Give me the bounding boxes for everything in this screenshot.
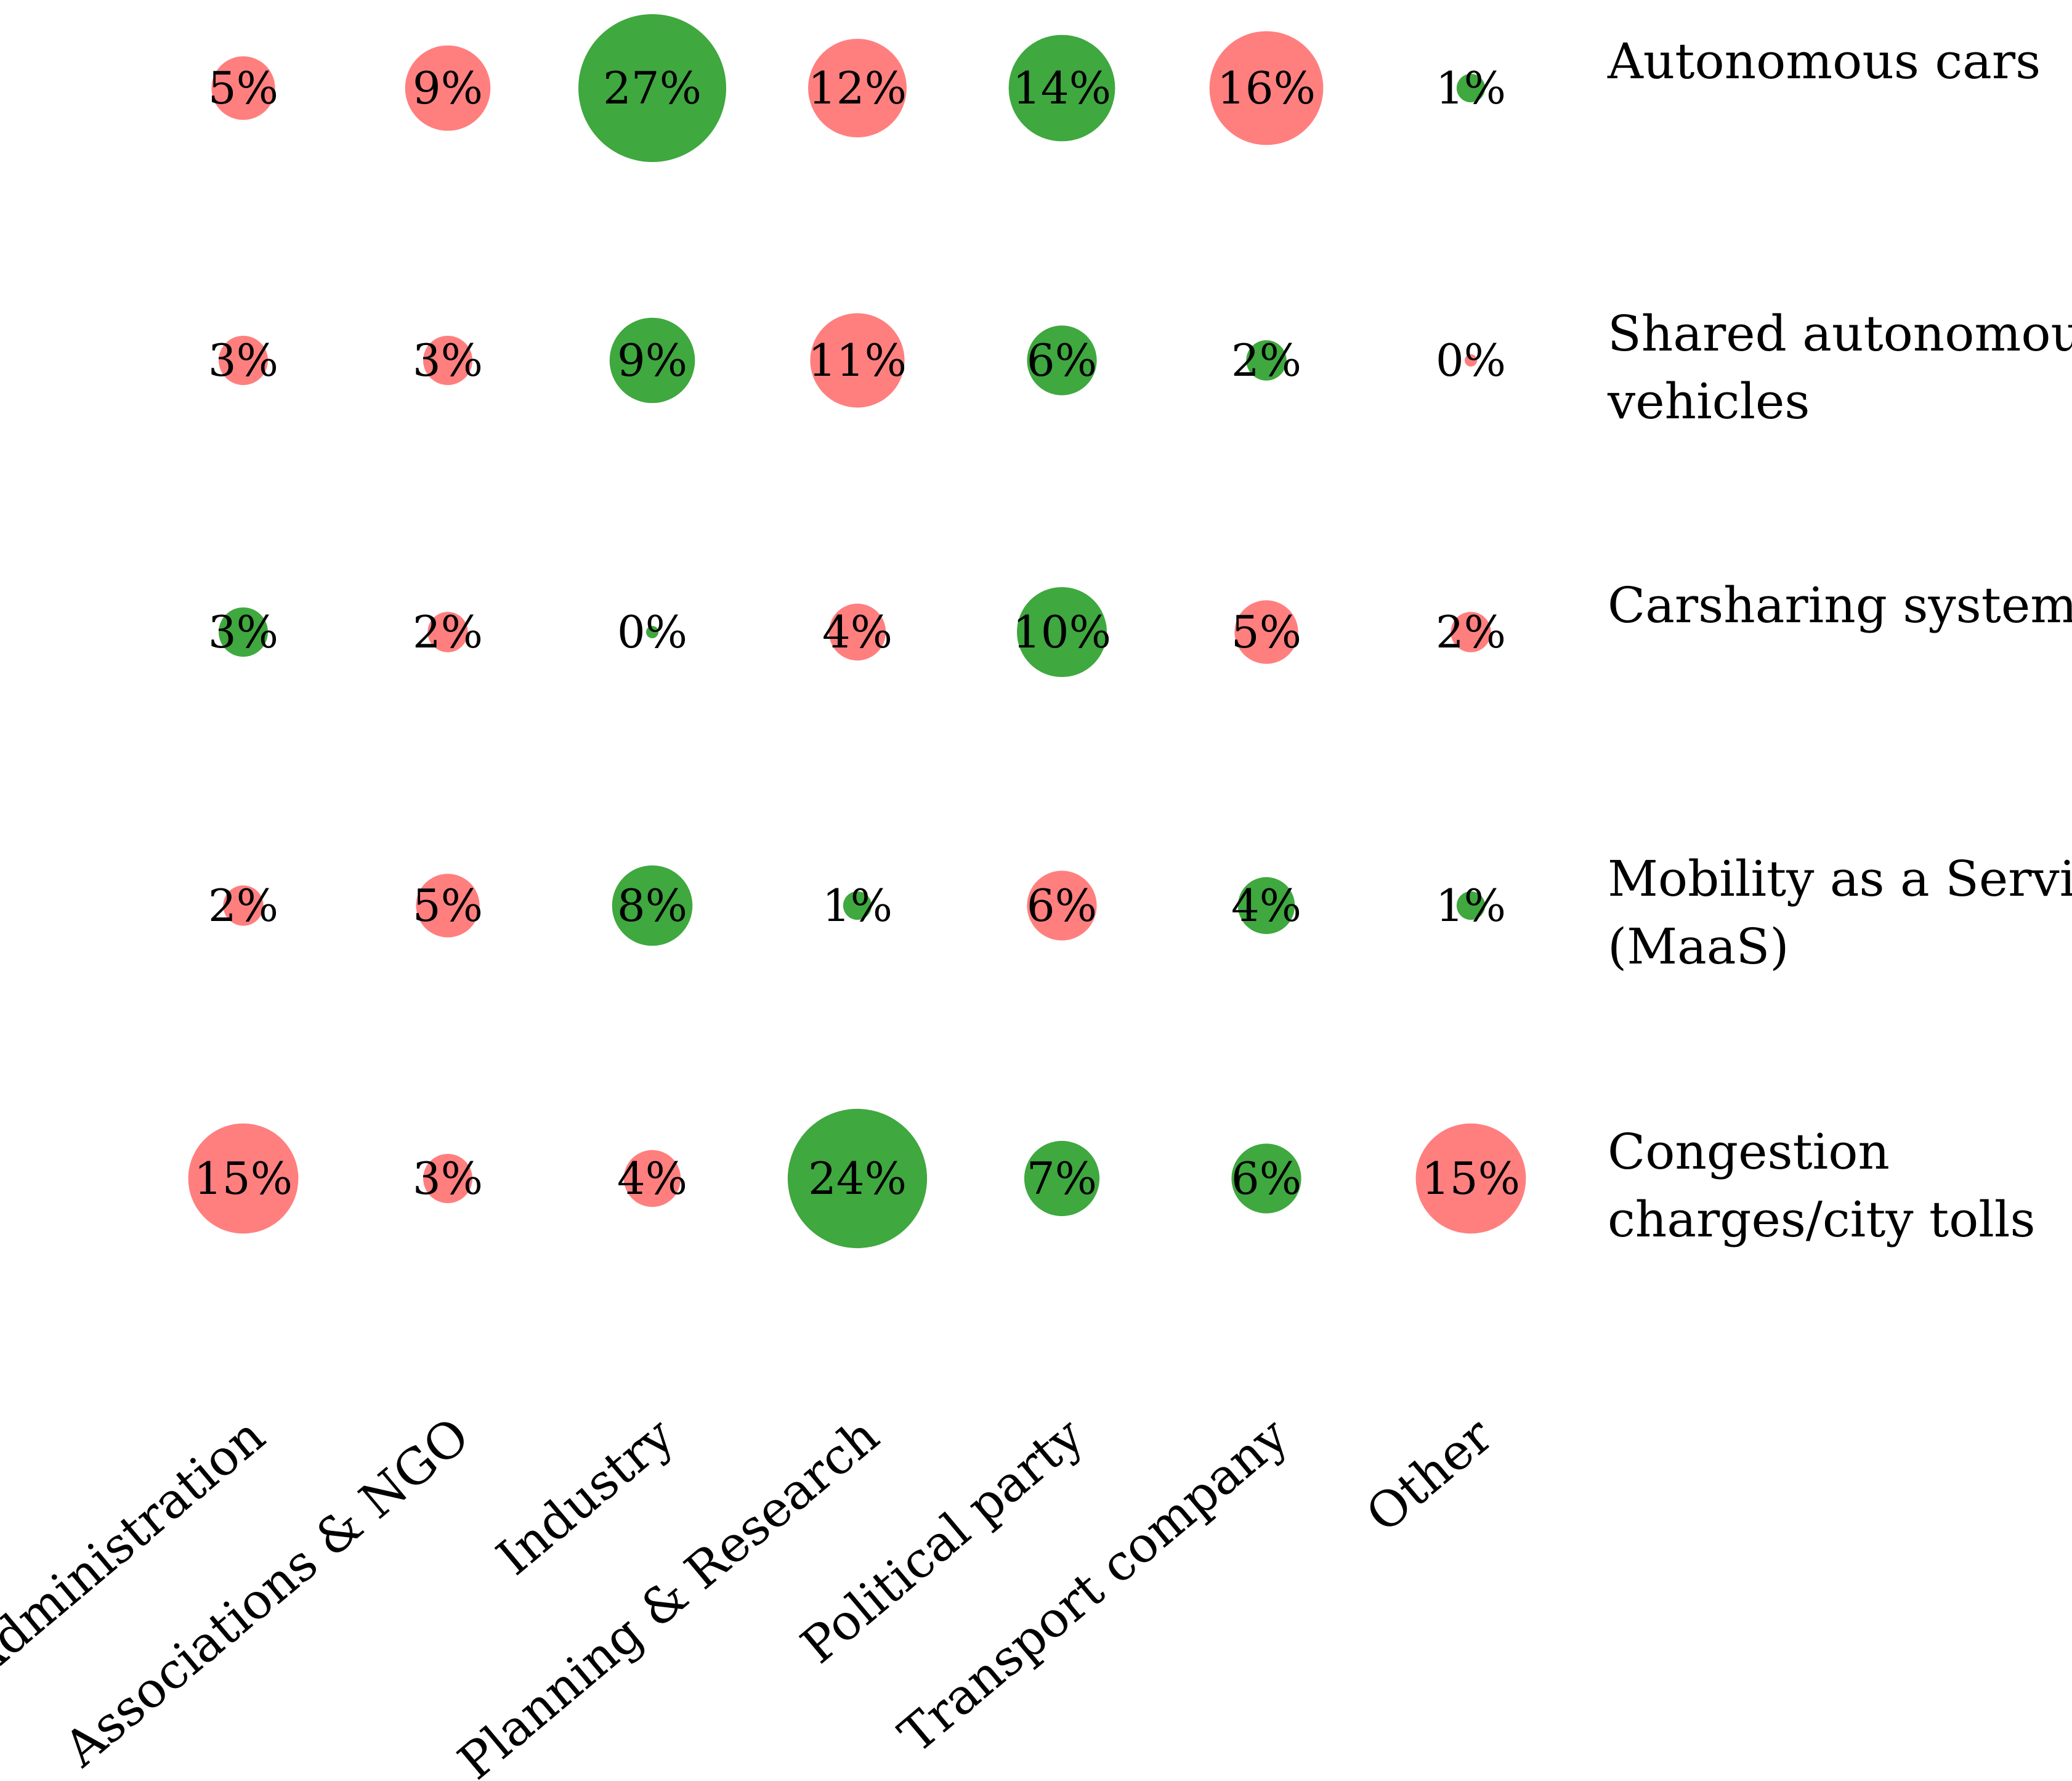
row-label: Congestion xyxy=(1608,1123,1890,1180)
bubble xyxy=(1231,1143,1301,1214)
value-label: 4% xyxy=(617,1153,687,1204)
value-label: 14% xyxy=(1013,62,1111,114)
bubble-layer xyxy=(188,14,1526,1249)
column-label: Other xyxy=(1356,1406,1503,1544)
bubble xyxy=(1237,877,1295,935)
bubble xyxy=(1234,600,1298,664)
value-label: 5% xyxy=(413,880,483,931)
value-label: 10% xyxy=(1013,606,1111,658)
value-label: 27% xyxy=(603,62,702,114)
bubble xyxy=(416,874,480,938)
bubble xyxy=(1415,1123,1526,1234)
value-label: 3% xyxy=(413,1153,483,1204)
value-label: 9% xyxy=(413,62,483,114)
value-label: 1% xyxy=(822,880,892,931)
bubble xyxy=(808,39,907,137)
bubble xyxy=(623,1150,681,1207)
row-label: Shared autonomous xyxy=(1608,305,2072,362)
row-label: vehicles xyxy=(1607,373,1810,430)
value-label: 5% xyxy=(208,62,278,114)
value-label: 2% xyxy=(1436,606,1506,658)
value-label: 2% xyxy=(413,606,483,658)
value-label: 24% xyxy=(808,1153,907,1204)
row-label: Carsharing systems xyxy=(1608,577,2072,634)
value-label: 0% xyxy=(617,606,687,658)
bubble xyxy=(1017,587,1107,677)
value-label: 7% xyxy=(1027,1153,1097,1204)
bubble xyxy=(1209,31,1324,145)
bubble xyxy=(810,313,905,408)
value-label: 1% xyxy=(1436,62,1506,114)
bubble xyxy=(1027,870,1097,941)
bubble xyxy=(423,1154,472,1203)
value-label: 15% xyxy=(1422,1153,1520,1204)
bubble xyxy=(1456,73,1486,103)
bubble xyxy=(787,1108,928,1249)
value-label: 3% xyxy=(208,606,278,658)
value-label: 6% xyxy=(1027,880,1097,931)
value-label: 6% xyxy=(1231,1153,1301,1204)
value-label: 12% xyxy=(808,62,907,114)
value-label: 16% xyxy=(1217,62,1316,114)
bubble xyxy=(843,891,872,920)
row-label: (MaaS) xyxy=(1608,918,1789,975)
bubble xyxy=(1456,891,1486,920)
bubble xyxy=(223,885,264,926)
value-label: 4% xyxy=(1231,880,1301,931)
value-label: 15% xyxy=(194,1153,293,1204)
bubble xyxy=(609,317,695,404)
value-label: 1% xyxy=(1436,880,1506,931)
row-label: charges/city tolls xyxy=(1608,1191,2036,1248)
bubble xyxy=(828,603,886,661)
value-label: 0% xyxy=(1436,335,1506,386)
value-label: 4% xyxy=(822,606,892,658)
bubble xyxy=(612,865,693,946)
row-label: Autonomous cars xyxy=(1607,33,2041,90)
column-label: Associations & NGO xyxy=(53,1406,480,1778)
value-label: 2% xyxy=(208,880,278,931)
bubble xyxy=(1465,354,1477,367)
bubble xyxy=(1008,34,1115,142)
bubble xyxy=(1451,612,1491,652)
value-label: 11% xyxy=(808,335,907,386)
bubble xyxy=(405,45,491,131)
bubble xyxy=(188,1123,299,1234)
row-label: Mobility as a Service xyxy=(1608,850,2072,907)
column-label: Transport company xyxy=(888,1406,1298,1764)
column-label: Industry xyxy=(486,1406,684,1586)
bubble xyxy=(219,607,268,657)
value-label: 5% xyxy=(1231,606,1301,658)
value-label: 9% xyxy=(617,335,687,386)
value-label: 2% xyxy=(1231,335,1301,386)
value-label: 3% xyxy=(413,335,483,386)
bubble xyxy=(646,626,658,638)
bubble xyxy=(427,612,468,652)
value-label: 3% xyxy=(208,335,278,386)
bubble xyxy=(1024,1140,1100,1217)
bubble xyxy=(211,56,275,120)
row-label-layer: Autonomous cars Shared autonomous vehicles… xyxy=(1607,33,2072,1248)
value-label: 6% xyxy=(1027,335,1097,386)
bubble xyxy=(578,14,726,162)
bubble xyxy=(1027,325,1097,396)
value-label-layer: 5% 9% 27% 12% 14% 16% 1% 3% 3% 9% 11% 6% 2% 0% 3% 2% 0% 4… xyxy=(194,62,1520,1204)
bubble xyxy=(423,336,472,385)
value-label: 8% xyxy=(617,880,687,931)
bubble xyxy=(1246,340,1287,381)
bubble xyxy=(219,336,268,385)
